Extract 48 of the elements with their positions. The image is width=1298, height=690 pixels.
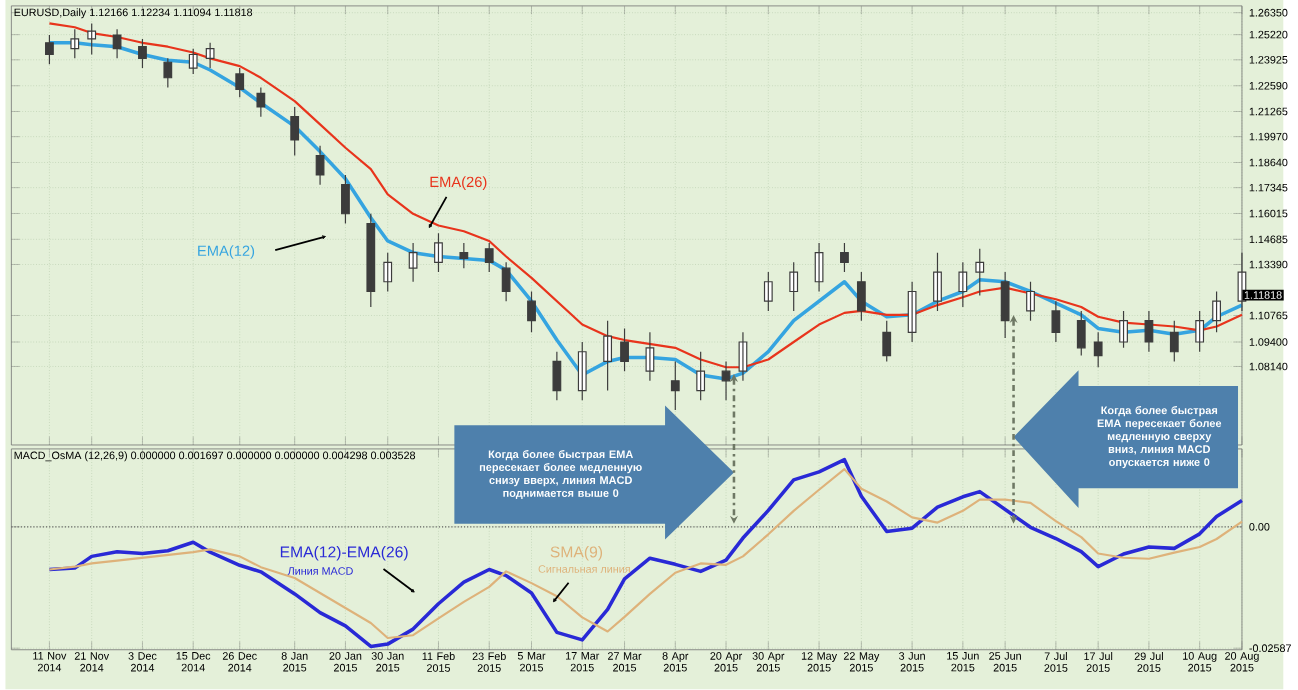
candlestick <box>527 291 536 334</box>
candlestick <box>738 332 748 382</box>
candlestick <box>1195 310 1205 353</box>
candlestick <box>383 252 393 293</box>
candlestick <box>256 87 266 118</box>
candlestick <box>840 242 849 274</box>
candlestick <box>290 106 300 157</box>
candlestick <box>670 361 680 412</box>
candlestick <box>882 320 892 363</box>
candlestick <box>975 248 985 297</box>
candlestick <box>70 29 80 60</box>
candlestick <box>366 213 376 309</box>
candlestick <box>1169 320 1179 363</box>
candlestick <box>501 262 511 303</box>
candlestick <box>696 351 706 402</box>
candlestick <box>1051 301 1061 344</box>
candlestick <box>645 332 655 382</box>
candlestick <box>814 242 824 293</box>
candlestick <box>1093 332 1103 369</box>
candlestick <box>138 38 147 70</box>
candlestick <box>933 252 942 312</box>
candlestick <box>1026 281 1035 322</box>
candlestick <box>1144 310 1154 353</box>
candlestick <box>484 242 494 274</box>
candlestick <box>620 328 629 373</box>
candlestick <box>112 29 122 60</box>
candlestick <box>87 23 97 56</box>
candlestick <box>552 351 562 402</box>
candlestick <box>1119 310 1128 349</box>
candlestick <box>235 67 245 99</box>
candlestick <box>341 174 350 225</box>
candlestick <box>1212 291 1221 334</box>
candlestick <box>408 242 418 283</box>
candlestick <box>434 233 443 274</box>
candlestick <box>459 242 469 270</box>
candlestick <box>907 281 917 344</box>
candlestick <box>315 145 325 186</box>
candlestick <box>188 48 198 75</box>
candlestick <box>603 320 613 392</box>
candlestick <box>763 271 773 312</box>
candlestick <box>45 34 54 66</box>
candlestick <box>577 341 587 402</box>
candlestick <box>856 271 866 322</box>
candlestick <box>163 58 173 89</box>
candlestick <box>958 262 968 309</box>
candlestick <box>789 262 799 312</box>
candlestick <box>205 42 215 70</box>
candlestick <box>1076 310 1086 357</box>
